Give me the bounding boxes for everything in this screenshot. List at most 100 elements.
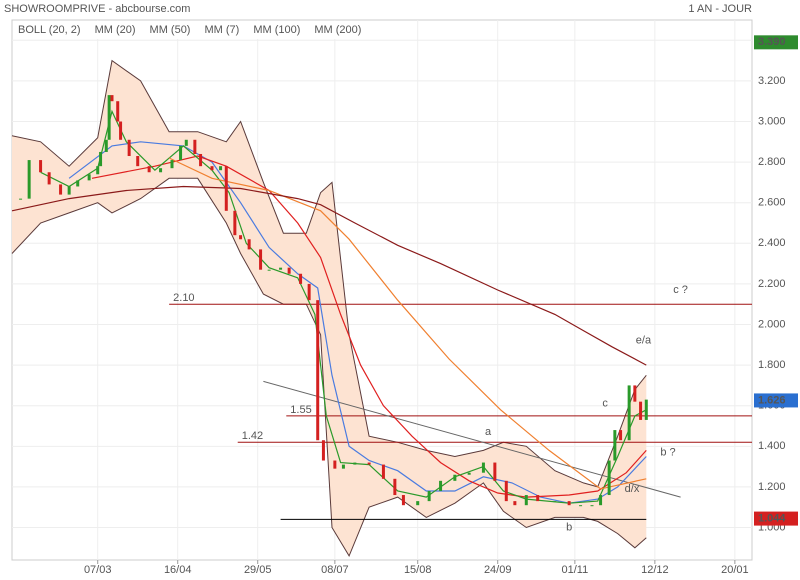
- candle: [110, 95, 114, 102]
- x-tick-label: 16/04: [164, 564, 192, 576]
- x-tick-label: 29/05: [244, 564, 272, 576]
- candle: [107, 95, 111, 140]
- candle: [427, 490, 431, 502]
- candle: [119, 121, 123, 140]
- candle: [99, 151, 103, 167]
- price-tag: [754, 511, 798, 526]
- level-label: 2.10: [173, 292, 194, 304]
- candle: [170, 160, 174, 169]
- candle: [321, 440, 325, 461]
- chart-title: SHOWROOMPRIVE - abcbourse.com: [4, 3, 190, 15]
- candle: [210, 166, 214, 171]
- x-tick-label: 08/07: [321, 564, 349, 576]
- candle: [567, 501, 571, 506]
- candle: [307, 283, 311, 301]
- candle: [159, 168, 163, 173]
- level-label: 1.42: [242, 430, 263, 442]
- price-tag-label: 3.390: [758, 36, 786, 48]
- boll-band-fill: [12, 60, 647, 556]
- candle: [607, 460, 611, 496]
- legend-entry: MM (50): [150, 24, 191, 36]
- legend-box: [13, 21, 398, 39]
- candle: [553, 501, 557, 503]
- x-tick-label: 12/12: [641, 564, 669, 576]
- annotation: d/x: [625, 483, 640, 495]
- candle: [239, 235, 243, 240]
- candle: [127, 139, 131, 157]
- candle: [333, 460, 337, 469]
- candle: [367, 462, 371, 465]
- trend-line: [263, 380, 681, 498]
- candle: [393, 478, 397, 496]
- candle: [27, 160, 31, 199]
- candle: [267, 269, 271, 271]
- candle: [19, 198, 23, 200]
- candle: [279, 267, 283, 270]
- legend-entry: MM (7): [204, 24, 239, 36]
- candle: [481, 462, 485, 473]
- candle: [524, 495, 528, 506]
- candle: [633, 385, 637, 402]
- candle: [136, 156, 140, 167]
- plot-frame: [11, 19, 753, 561]
- candle: [619, 430, 623, 441]
- candle: [96, 166, 100, 175]
- moving-average: [68, 141, 647, 504]
- candle: [639, 401, 643, 420]
- candle: [644, 399, 648, 420]
- candle: [147, 166, 151, 173]
- candle: [259, 249, 263, 270]
- y-tick-label: 1.800: [758, 359, 786, 371]
- candle: [536, 495, 540, 502]
- candle: [67, 186, 71, 195]
- candle: [199, 153, 203, 167]
- candle: [47, 172, 51, 185]
- y-tick-label: 2.800: [758, 156, 786, 168]
- candle: [59, 184, 63, 195]
- annotation: c ?: [673, 284, 688, 296]
- moving-average: [168, 157, 647, 490]
- x-tick-label: 07/03: [84, 564, 112, 576]
- candle: [184, 139, 188, 146]
- y-tick-label: 3.000: [758, 115, 786, 127]
- candle: [493, 462, 497, 481]
- price-tag: [754, 393, 798, 408]
- candle: [104, 139, 108, 152]
- annotation: c: [602, 398, 608, 410]
- candle: [599, 495, 603, 506]
- candle: [224, 166, 228, 211]
- boll-upper: [11, 59, 647, 488]
- candle: [353, 462, 357, 465]
- y-tick-label: 2.200: [758, 278, 786, 290]
- y-tick-label: 3.200: [758, 75, 786, 87]
- legend-entry: MM (200): [314, 24, 361, 36]
- candle: [504, 480, 508, 502]
- candle: [179, 145, 183, 161]
- candle: [590, 505, 594, 507]
- candle: [513, 501, 517, 506]
- candle: [401, 495, 405, 506]
- price-tag-label: 1.044: [758, 512, 786, 524]
- moving-average: [11, 185, 647, 366]
- annotation: a: [485, 426, 492, 438]
- candle: [116, 101, 120, 122]
- price-tag: [754, 35, 798, 50]
- candle: [453, 474, 457, 481]
- y-tick-label: 1.400: [758, 440, 786, 452]
- x-tick-label: 20/01: [721, 564, 749, 576]
- candle: [467, 472, 471, 475]
- candle: [39, 160, 43, 173]
- period: 1 AN - JOUR: [688, 3, 752, 15]
- candle: [299, 273, 303, 284]
- candle: [579, 505, 583, 507]
- candle: [76, 180, 80, 187]
- candle: [416, 501, 420, 506]
- x-tick-label: 01/11: [561, 564, 588, 576]
- candle: [381, 464, 385, 479]
- candle: [219, 166, 223, 171]
- level-label: 1.55: [290, 404, 311, 416]
- candle: [247, 239, 251, 250]
- candle: [316, 300, 320, 441]
- legend-entry: BOLL (20, 2): [18, 24, 81, 36]
